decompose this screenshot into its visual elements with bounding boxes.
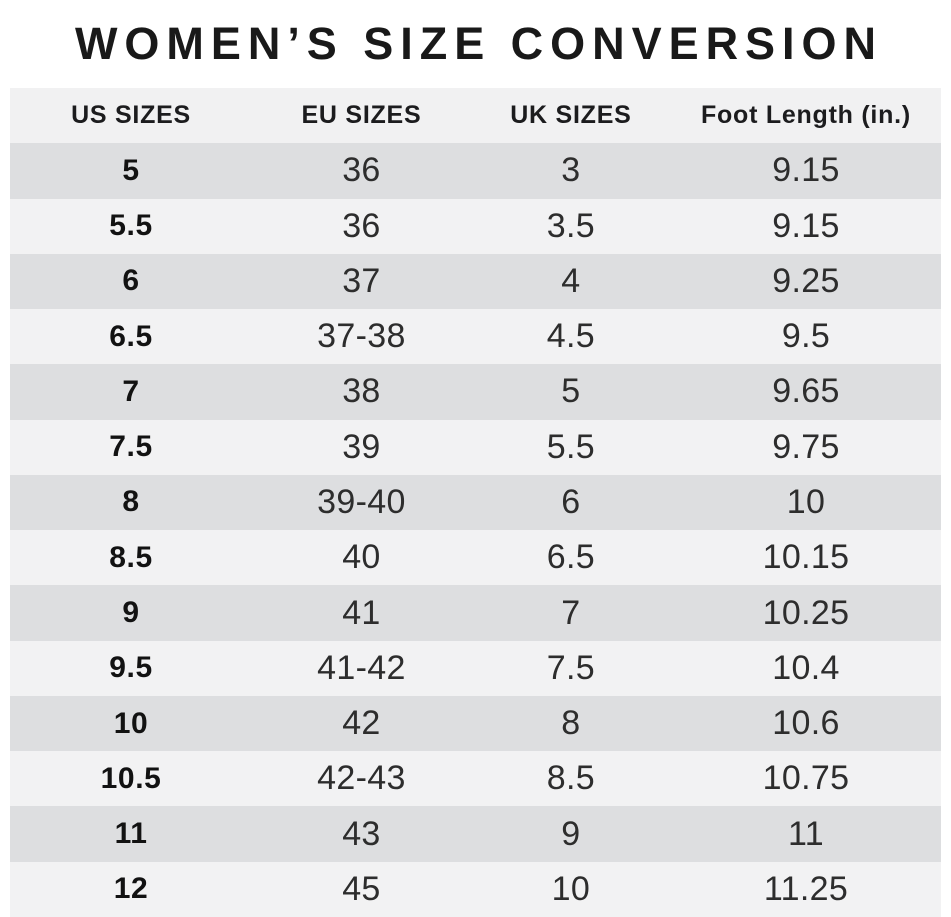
foot-length-cell: 9.5 [781,317,831,356]
us-size-cell: 10 [113,706,149,740]
eu-size-cell: 41-42 [317,648,406,687]
column-header-eu-sizes: EU SIZES [301,101,422,130]
eu-size-cell: 36 [342,206,381,245]
us-size-cell: 8.5 [109,540,153,574]
foot-length-cell: 9.15 [772,151,840,190]
table-row: 10.5 42-43 8.5 10.75 [10,751,941,807]
uk-size-cell: 6.5 [546,538,596,577]
table-row: 9.5 41-42 7.5 10.4 [10,640,941,696]
foot-length-cell: 10.15 [762,538,850,577]
foot-length-cell: 10.75 [762,759,850,798]
us-size-cell: 6 [122,264,140,298]
table-row: 8 39-40 6 10 [10,474,941,531]
foot-length-cell: 10.6 [772,704,840,743]
table-row: 7 38 5 9.65 [10,364,941,420]
uk-size-cell: 3.5 [546,206,596,245]
us-size-cell: 6.5 [109,319,153,353]
uk-size-cell: 10 [551,869,591,908]
us-size-cell: 5 [122,153,140,187]
uk-size-cell: 4 [561,261,581,300]
page-title: WOMEN’S SIZE CONVERSION [74,18,883,69]
column-header-us-sizes: US SIZES [71,101,191,130]
us-size-cell: 10.5 [100,761,162,795]
uk-size-cell: 7.5 [546,648,596,687]
table-row: 8.5 40 6.5 10.15 [10,530,941,586]
eu-size-cell: 39-40 [317,482,406,521]
uk-size-cell: 6 [561,482,581,521]
column-header-uk-sizes: UK SIZES [510,101,632,130]
uk-size-cell: 3 [561,151,581,190]
uk-size-cell: 9 [561,814,581,853]
uk-size-cell: 7 [561,593,581,632]
table-row: 12 45 10 11.25 [10,861,941,917]
table-row: 7.5 39 5.5 9.75 [10,419,941,475]
us-size-cell: 8 [122,485,140,519]
table-row: 6 37 4 9.25 [10,253,941,310]
foot-length-cell: 10 [786,482,826,521]
eu-size-cell: 42 [342,704,381,743]
eu-size-cell: 43 [342,814,381,853]
uk-size-cell: 5.5 [546,427,596,466]
table-row: 11 43 9 11 [10,806,941,862]
us-size-cell: 9.5 [109,651,153,685]
table-row: 5 36 3 9.15 [10,143,941,199]
us-size-cell: 7 [122,374,140,408]
eu-size-cell: 37 [342,261,381,300]
foot-length-cell: 9.25 [772,261,840,300]
eu-size-cell: 37-38 [317,317,406,356]
us-size-cell: 7.5 [109,430,153,464]
eu-size-cell: 42-43 [317,759,406,798]
foot-length-cell: 10.25 [762,593,850,632]
table-body: 5 36 3 9.15 5.5 36 3.5 9.15 6 37 4 9.25 6.5 37-38 4.5 9… [10,143,941,917]
us-size-cell: 5.5 [109,209,153,243]
us-size-cell: 9 [122,596,140,630]
column-header-foot-length: Foot Length (in.) [701,101,911,130]
table-row: 6.5 37-38 4.5 9.5 [10,309,941,365]
table-header-row: US SIZES EU SIZES UK SIZES Foot Length (… [10,88,941,144]
foot-length-cell: 9.15 [772,206,840,245]
uk-size-cell: 8 [561,704,581,743]
uk-size-cell: 4.5 [546,317,596,356]
eu-size-cell: 45 [342,869,381,908]
eu-size-cell: 39 [342,427,381,466]
table-row: 9 41 7 10.25 [10,585,941,641]
us-size-cell: 11 [114,817,148,851]
foot-length-cell: 11 [787,814,824,853]
us-size-cell: 12 [113,872,149,906]
eu-size-cell: 36 [342,151,381,190]
table-row: 5.5 36 3.5 9.15 [10,198,941,254]
uk-size-cell: 8.5 [546,759,596,798]
table-row: 10 42 8 10.6 [10,695,941,752]
eu-size-cell: 41 [342,593,381,632]
foot-length-cell: 10.4 [772,648,840,687]
foot-length-cell: 9.65 [772,372,840,411]
uk-size-cell: 5 [561,372,581,411]
size-table: US SIZES EU SIZES UK SIZES Foot Length (… [10,88,941,917]
eu-size-cell: 40 [342,538,381,577]
foot-length-cell: 11.25 [763,869,849,908]
foot-length-cell: 9.75 [772,427,840,466]
eu-size-cell: 38 [342,372,381,411]
